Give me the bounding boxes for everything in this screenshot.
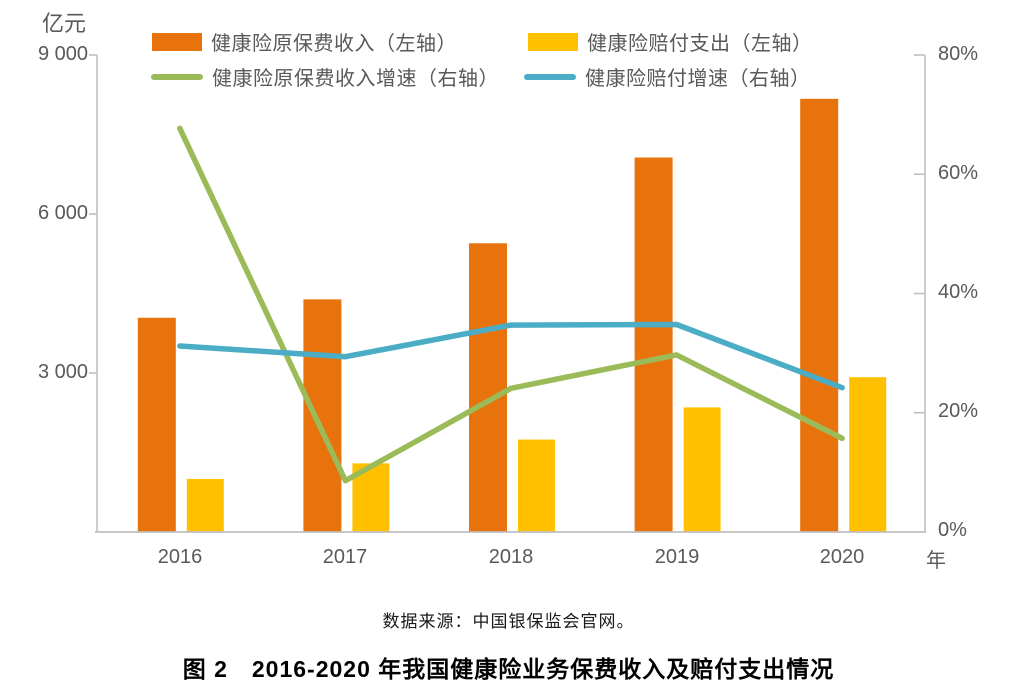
claims-expense-bar-2016 [186, 478, 224, 532]
premium-growth-line [177, 125, 845, 484]
right-axis-tick-label: 40% [938, 281, 979, 303]
right-axis-tick-label: 60% [938, 162, 979, 184]
premium-growth-swatch-icon [151, 73, 203, 80]
claims-expense-bar-2020 [849, 377, 887, 532]
legend-label: 健康险赔付支出（左轴） [587, 33, 813, 55]
legend-item-claims-growth: 健康险赔付增速（右轴） [524, 62, 811, 91]
left-axis-tick-label: 3 000 [37, 361, 88, 383]
right-axis-tick-label: 20% [938, 400, 979, 422]
x-axis-category-label: 2019 [654, 546, 700, 568]
left-axis-unit-label: 亿元 [42, 11, 87, 36]
legend-item-premium-growth: 健康险原保费收入增速（右轴） [151, 62, 499, 91]
claims-expense-swatch-icon [528, 32, 578, 51]
left-axis-tick-label: 9 000 [37, 43, 88, 65]
legend-label: 健康险原保费收入增速（右轴） [212, 68, 499, 90]
x-axis-category-label: 2020 [819, 546, 865, 568]
figure-caption: 图 2 2016-2020 年我国健康险业务保费收入及赔付支出情况 [182, 656, 835, 682]
claims-growth-swatch-icon [524, 73, 576, 80]
chart-plot-area [89, 54, 926, 533]
x-axis-category-label: 2016 [157, 546, 203, 568]
right-axis-tick-label: 80% [938, 43, 979, 65]
legend-label: 健康险原保费收入（左轴） [211, 33, 457, 55]
premium-income-bar-2016 [137, 317, 176, 532]
x-axis-unit-label: 年 [926, 550, 946, 572]
premium-income-bar-2019 [634, 157, 673, 532]
premium-income-bar-2018 [469, 243, 507, 533]
premium-income-swatch-icon [152, 32, 202, 51]
claims-growth-line [177, 321, 845, 391]
data-source-note: 数据来源：中国银保监会官网。 [382, 612, 635, 631]
x-axis-category-label: 2017 [322, 546, 368, 568]
claims-expense-bar-2018 [518, 439, 555, 532]
left-axis-tick-label: 6 000 [37, 202, 88, 224]
legend-label: 健康险赔付增速（右轴） [585, 68, 811, 90]
x-axis-category-label: 2018 [488, 546, 534, 568]
legend-item-premium-income: 健康险原保费收入（左轴） [152, 27, 457, 56]
claims-expense-bar-2019 [683, 407, 721, 532]
premium-income-bar-2020 [800, 98, 839, 533]
right-axis-tick-label: 0% [938, 519, 967, 541]
premium-income-bar-2017 [303, 299, 342, 532]
legend-item-claims-expense: 健康险赔付支出（左轴） [528, 27, 813, 56]
